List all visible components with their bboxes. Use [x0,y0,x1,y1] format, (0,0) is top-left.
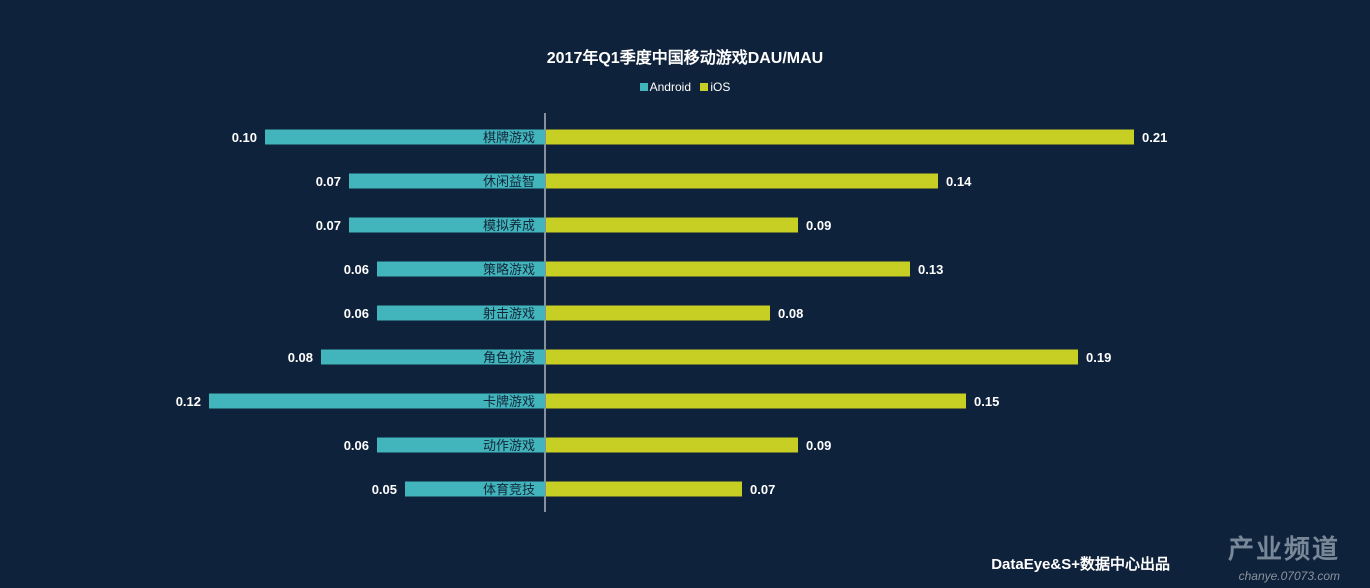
watermark-logo: 产业频道 [1227,534,1340,564]
data-label-android: 0.12 [176,394,201,409]
category-label: 射击游戏 [483,306,535,321]
data-label-android: 0.05 [372,482,397,497]
category-label: 角色扮演 [483,350,535,365]
category-label: 模拟养成 [483,218,535,233]
data-label-ios: 0.15 [974,394,999,409]
legend-label: iOS [710,80,731,94]
data-label-ios: 0.13 [918,262,943,277]
bar-android[interactable] [377,305,545,321]
footer-credit: DataEye&S+数据中心出品 [991,556,1170,573]
category-label: 策略游戏 [483,262,535,277]
legend-item-android[interactable]: Android [639,80,691,94]
data-label-android: 0.07 [316,174,341,189]
data-label-ios: 0.09 [806,218,831,233]
legend-swatch [700,83,709,91]
data-label-android: 0.06 [344,262,369,277]
bar-ios[interactable] [546,481,742,497]
bar-ios[interactable] [546,305,770,321]
bar-android[interactable] [377,437,545,453]
data-label-ios: 0.14 [946,174,972,189]
category-label: 动作游戏 [483,438,535,453]
data-label-android: 0.08 [288,350,313,365]
legend-label: Android [649,80,691,94]
data-label-android: 0.07 [316,218,341,233]
category-label: 休闲益智 [483,174,535,189]
bar-ios[interactable] [546,437,798,453]
data-label-android: 0.06 [344,306,369,321]
bar-android[interactable] [349,173,545,189]
data-label-ios: 0.08 [778,306,803,321]
data-label-android: 0.10 [232,130,257,145]
data-label-ios: 0.09 [806,438,831,453]
category-label: 棋牌游戏 [483,130,535,145]
data-label-ios: 0.07 [750,482,775,497]
bar-android[interactable] [265,129,545,145]
legend-swatch [639,83,648,91]
bar-ios[interactable] [546,129,1134,145]
chart-title: 2017年Q1季度中国移动游戏DAU/MAU [546,50,824,67]
bar-ios[interactable] [546,393,966,409]
bar-ios[interactable] [546,261,910,277]
watermark-url: chanye.07073.com [1238,569,1340,583]
bar-android[interactable] [349,217,545,233]
data-label-ios: 0.19 [1086,350,1111,365]
data-label-android: 0.06 [344,438,369,453]
bar-ios[interactable] [546,173,938,189]
bar-android[interactable] [209,393,545,409]
bar-android[interactable] [377,261,545,277]
legend: Android iOS [0,80,1370,94]
data-label-ios: 0.21 [1142,130,1167,145]
legend-item-ios[interactable]: iOS [700,80,730,94]
category-label: 卡牌游戏 [483,394,535,409]
category-label: 体育竞技 [483,482,535,497]
bar-android[interactable] [321,349,545,365]
bar-ios[interactable] [546,217,798,233]
bar-ios[interactable] [546,349,1078,365]
bar-android[interactable] [405,481,545,497]
